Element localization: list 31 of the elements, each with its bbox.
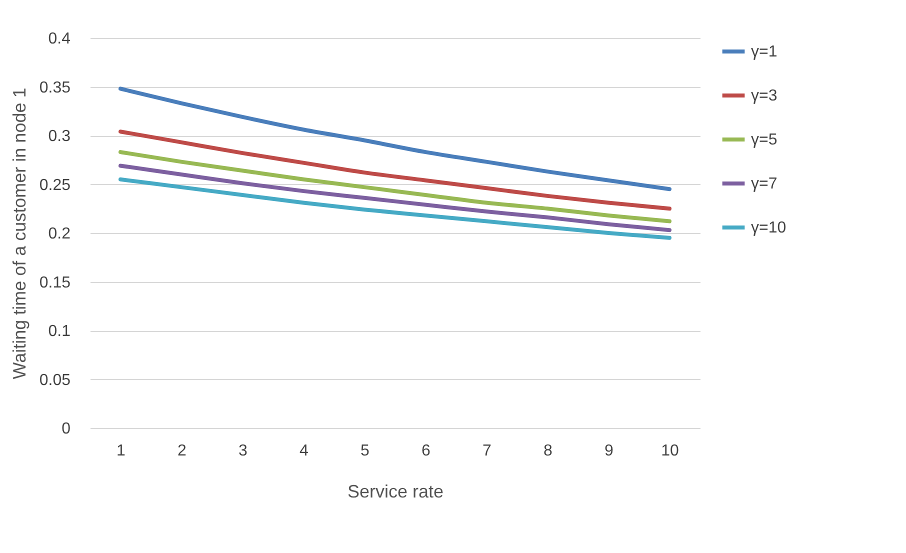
y-tick-label: 0.05 (39, 372, 71, 389)
line-series (118, 177, 672, 240)
x-axis-title: Service rate (347, 482, 444, 502)
y-tick-label: 0.4 (48, 30, 71, 48)
x-tick-label: 5 (360, 442, 370, 460)
y-tick-label: 0.1 (48, 323, 71, 340)
legend-label: γ=1 (751, 44, 778, 60)
line-series (118, 130, 672, 211)
x-tick-label: 8 (544, 442, 553, 460)
legend-label: γ=3 (751, 88, 778, 104)
y-tick-label: 0.3 (48, 128, 71, 145)
x-tick-label: 4 (300, 442, 309, 460)
legend-label: γ=7 (751, 176, 778, 192)
x-tick-label: 7 (482, 442, 492, 460)
y-tick-label: 0.15 (39, 274, 71, 292)
x-tick-label: 10 (661, 442, 679, 460)
legend-label: γ=5 (751, 132, 778, 148)
x-tick-label: 2 (178, 442, 187, 460)
y-tick-label: 0 (62, 420, 71, 438)
line-series (118, 86, 672, 192)
y-tick-label: 0.35 (39, 79, 71, 96)
y-tick-label: 0.2 (48, 226, 71, 242)
legend-label: γ=10 (751, 220, 786, 236)
y-tick-label: 0.25 (39, 176, 71, 194)
y-axis-title: Waiting time of a customer in node 1 (9, 88, 30, 380)
x-tick-label: 9 (604, 442, 614, 460)
x-tick-label: 3 (238, 442, 248, 460)
x-tick-label: 6 (422, 442, 431, 460)
line-series (118, 150, 672, 224)
x-tick-label: 1 (116, 442, 126, 460)
line-series (118, 164, 672, 232)
